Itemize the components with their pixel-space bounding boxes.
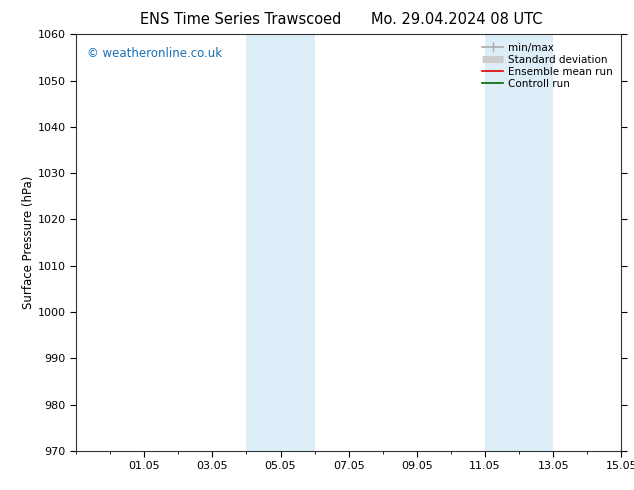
Bar (485, 34, 553, 451)
Legend: min/max, Standard deviation, Ensemble mean run, Controll run: min/max, Standard deviation, Ensemble me… (479, 40, 616, 92)
Bar (247, 34, 314, 451)
Text: © weatheronline.co.uk: © weatheronline.co.uk (87, 47, 222, 60)
Text: ENS Time Series Trawscoed: ENS Time Series Trawscoed (140, 12, 342, 27)
Text: Mo. 29.04.2024 08 UTC: Mo. 29.04.2024 08 UTC (371, 12, 542, 27)
Y-axis label: Surface Pressure (hPa): Surface Pressure (hPa) (22, 176, 35, 309)
